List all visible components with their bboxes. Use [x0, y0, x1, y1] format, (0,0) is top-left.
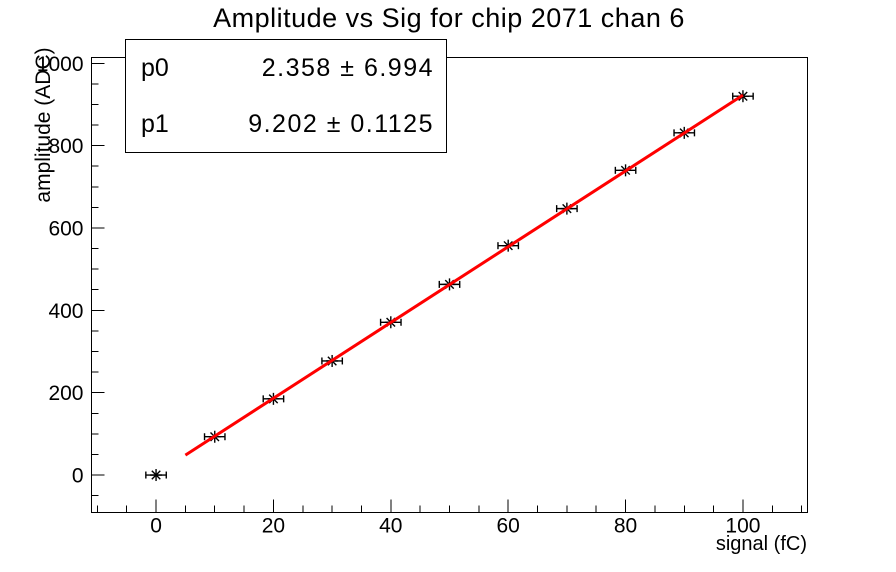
- stats-p1-label: p1: [141, 109, 169, 138]
- stats-p0-label: p0: [141, 53, 169, 82]
- x-tick-label: 40: [379, 515, 402, 538]
- stats-row-p0: p0 2.358 ± 6.994: [126, 54, 446, 83]
- x-axis-title: signal (fC): [715, 533, 807, 555]
- x-tick-label: 0: [150, 515, 162, 538]
- stats-row-p1: p1 9.202 ± 0.1125: [126, 110, 446, 139]
- y-axis-title: amplitude (ADC): [32, 47, 55, 203]
- x-tick-label: 80: [614, 515, 637, 538]
- y-tick-label: 0: [72, 465, 84, 488]
- y-tick-label: 400: [48, 300, 83, 323]
- y-tick-label: 800: [48, 135, 83, 158]
- chart-title: Amplitude vs Sig for chip 2071 chan 6: [213, 3, 685, 33]
- stats-p1-value: 9.202 ± 0.1125: [248, 109, 434, 138]
- y-tick-label: 1000: [37, 53, 84, 76]
- x-tick-label: 100: [725, 515, 760, 538]
- y-tick-label: 600: [48, 217, 83, 240]
- x-tick-label: 20: [262, 515, 285, 538]
- fit-line: [184, 93, 744, 457]
- y-tick-label: 200: [48, 382, 83, 405]
- stats-p0-value: 2.358 ± 6.994: [261, 53, 434, 82]
- data-marker: [151, 470, 161, 480]
- fit-stats-box: p0 2.358 ± 6.994 p1 9.202 ± 0.1125: [125, 39, 447, 153]
- x-tick-label: 60: [497, 515, 520, 538]
